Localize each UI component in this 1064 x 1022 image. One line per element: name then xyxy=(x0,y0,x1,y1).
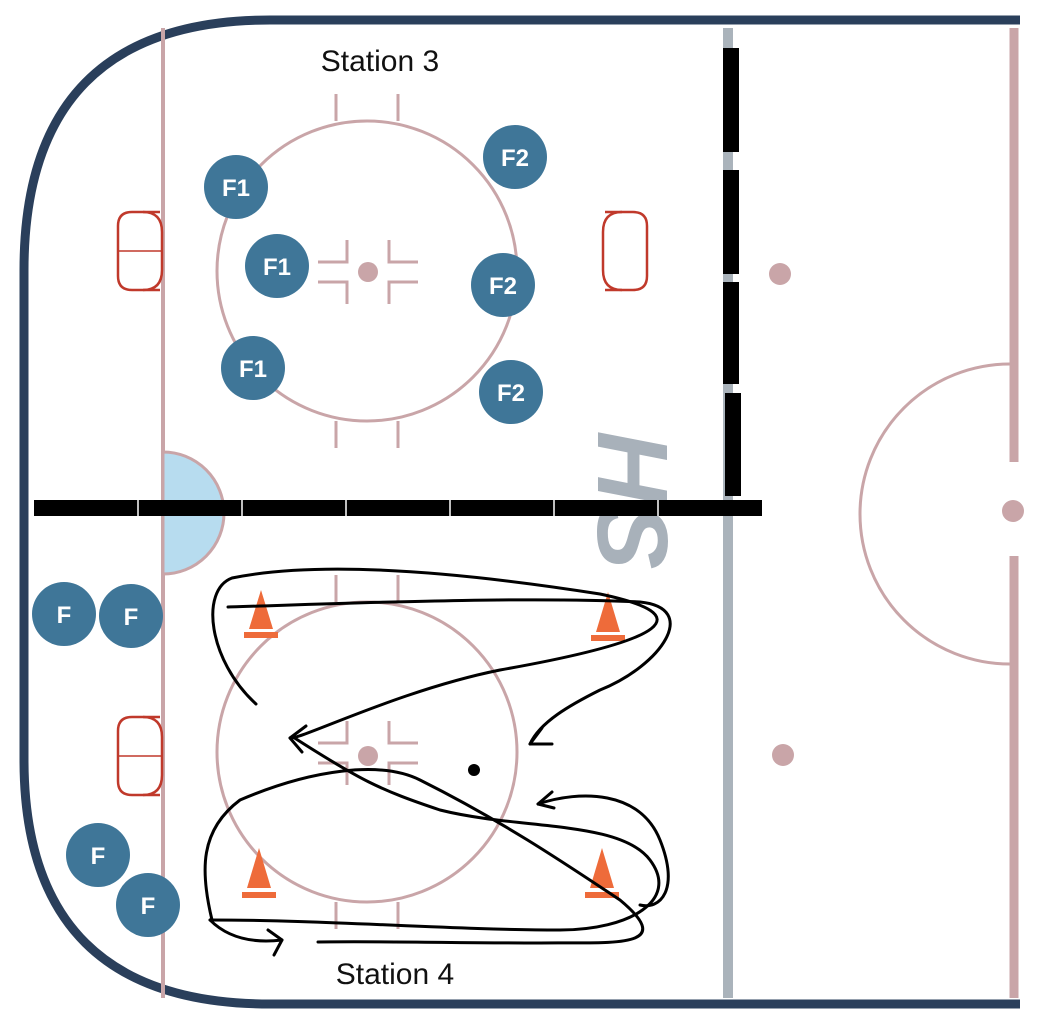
player-marker: F1 xyxy=(204,155,268,219)
svg-text:F2: F2 xyxy=(497,380,525,407)
station-4-label: Station 4 xyxy=(336,958,454,991)
player-marker: F2 xyxy=(479,360,543,424)
neutral-zone-dot xyxy=(772,744,794,766)
station-3-label: Station 3 xyxy=(321,45,439,78)
cone-icon xyxy=(242,848,276,898)
center-faceoff-dot xyxy=(1002,500,1024,522)
player-marker: F xyxy=(32,582,96,646)
svg-text:F: F xyxy=(91,843,106,870)
player-marker: F2 xyxy=(483,125,547,189)
goal-net-icon xyxy=(116,715,164,797)
puck-icon xyxy=(468,764,480,776)
player-marker: F2 xyxy=(471,253,535,317)
svg-text:F1: F1 xyxy=(239,356,267,383)
drill-path xyxy=(203,567,672,957)
neutral-zone-dot xyxy=(769,263,791,285)
goal-net-icon xyxy=(116,210,164,292)
station-divider-vertical xyxy=(723,48,741,496)
svg-text:F1: F1 xyxy=(263,254,291,281)
player-marker: F xyxy=(116,873,180,937)
svg-text:F: F xyxy=(57,602,72,629)
svg-text:F1: F1 xyxy=(222,175,250,202)
svg-text:F2: F2 xyxy=(501,145,529,172)
goal-net-icon xyxy=(601,210,649,292)
cone-icon xyxy=(591,592,625,641)
player-marker: F1 xyxy=(221,336,285,400)
faceoff-circle-bottom xyxy=(215,575,519,929)
cone-icon xyxy=(585,848,619,898)
player-marker: F xyxy=(99,584,163,648)
svg-text:F: F xyxy=(124,604,139,631)
cone-icon xyxy=(244,590,278,638)
svg-text:F: F xyxy=(141,893,156,920)
station-divider-horizontal xyxy=(34,500,762,516)
center-circle xyxy=(858,362,1011,666)
svg-text:F2: F2 xyxy=(489,273,517,300)
player-marker: F1 xyxy=(245,234,309,298)
player-marker: F xyxy=(66,823,130,887)
